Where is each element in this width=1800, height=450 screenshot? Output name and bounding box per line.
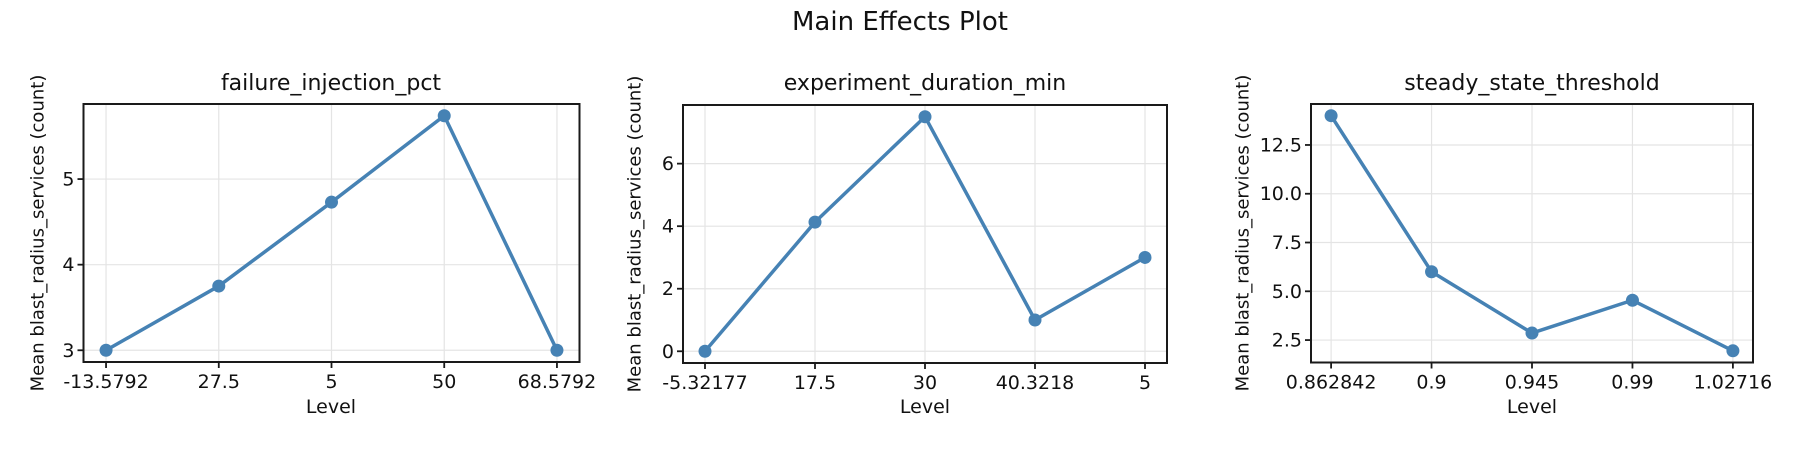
- subplot3-title: steady_state_threshold: [1404, 71, 1660, 96]
- x-tick-label: 5: [325, 371, 337, 393]
- subplot3-yaxis-label: Mean blast_radius_services (count): [1232, 74, 1254, 392]
- y-tick-label: 10.0: [1260, 183, 1302, 205]
- subplot1-title: failure_injection_pct: [220, 71, 442, 96]
- subplot2-xaxis-label: Level: [899, 396, 951, 418]
- subplot3-xaxis-label: Level: [1506, 396, 1558, 418]
- subplot-1: -13.5792 27.5 5 50 68.5792 3 4 5: [62, 103, 597, 393]
- subplot-2: -5.32177 17.5 30 40.3218 5 0 2 4 6: [662, 104, 1168, 394]
- x-tick-label: 5: [1139, 372, 1151, 394]
- x-tick-label: 50: [432, 371, 456, 393]
- y-tick-label: 0: [662, 341, 674, 363]
- y-tick-label: 2: [662, 278, 674, 300]
- y-tick-label: 7.5: [1272, 232, 1302, 254]
- data-point: [1625, 293, 1639, 307]
- x-tick-label: -13.5792: [63, 371, 148, 393]
- data-point: [808, 215, 822, 229]
- data-point: [1028, 313, 1042, 327]
- subplot1-yaxis-label: Mean blast_radius_services (count): [27, 74, 49, 392]
- x-tick-label: 0.945: [1505, 372, 1559, 394]
- data-point: [1425, 265, 1439, 279]
- x-tick-label: 40.3218: [996, 372, 1075, 394]
- y-tick-label: 2.5: [1272, 330, 1302, 352]
- data-point: [550, 343, 564, 357]
- data-point: [212, 279, 226, 293]
- y-tick-label: 5.0: [1272, 281, 1302, 303]
- subplot-3: 0.862842 0.9 0.945 0.99 1.02716 2.5 5.0 7.5 10.0…: [1260, 103, 1773, 394]
- data-point: [1324, 109, 1338, 123]
- data-point: [918, 110, 932, 124]
- data-point: [698, 344, 712, 358]
- data-point: [99, 343, 113, 357]
- x-tick-label: 30: [913, 372, 937, 394]
- y-tick-label: 4: [662, 216, 674, 238]
- axes-frame: [1310, 103, 1754, 364]
- data-point: [325, 195, 338, 209]
- x-tick-label: 17.5: [794, 372, 836, 394]
- subplot1-xaxis-label: Level: [305, 396, 357, 418]
- subplot2-title: experiment_duration_min: [783, 71, 1067, 96]
- y-tick-label: 5: [62, 169, 74, 191]
- x-tick-label: 0.9: [1416, 372, 1446, 394]
- x-tick-label: 1.02716: [1694, 372, 1773, 394]
- x-tick-label: -5.32177: [662, 372, 747, 394]
- data-point: [1138, 250, 1152, 264]
- data-point: [437, 109, 451, 123]
- data-point: [1525, 326, 1539, 340]
- figure-title: Main Effects Plot: [792, 7, 1008, 37]
- x-tick-label: 68.5792: [518, 371, 597, 393]
- subplot2-yaxis-label: Mean blast_radius_services (count): [624, 75, 646, 393]
- y-tick-label: 6: [662, 153, 674, 175]
- axes-frame: [682, 104, 1168, 364]
- axes-frame: [82, 103, 581, 363]
- y-tick-label: 4: [62, 254, 74, 276]
- x-tick-label: 0.862842: [1286, 372, 1377, 394]
- y-tick-label: 12.5: [1260, 134, 1302, 156]
- y-tick-label: 3: [62, 340, 74, 362]
- data-point: [1726, 344, 1740, 358]
- x-tick-label: 0.99: [1611, 372, 1653, 394]
- x-tick-label: 27.5: [198, 371, 240, 393]
